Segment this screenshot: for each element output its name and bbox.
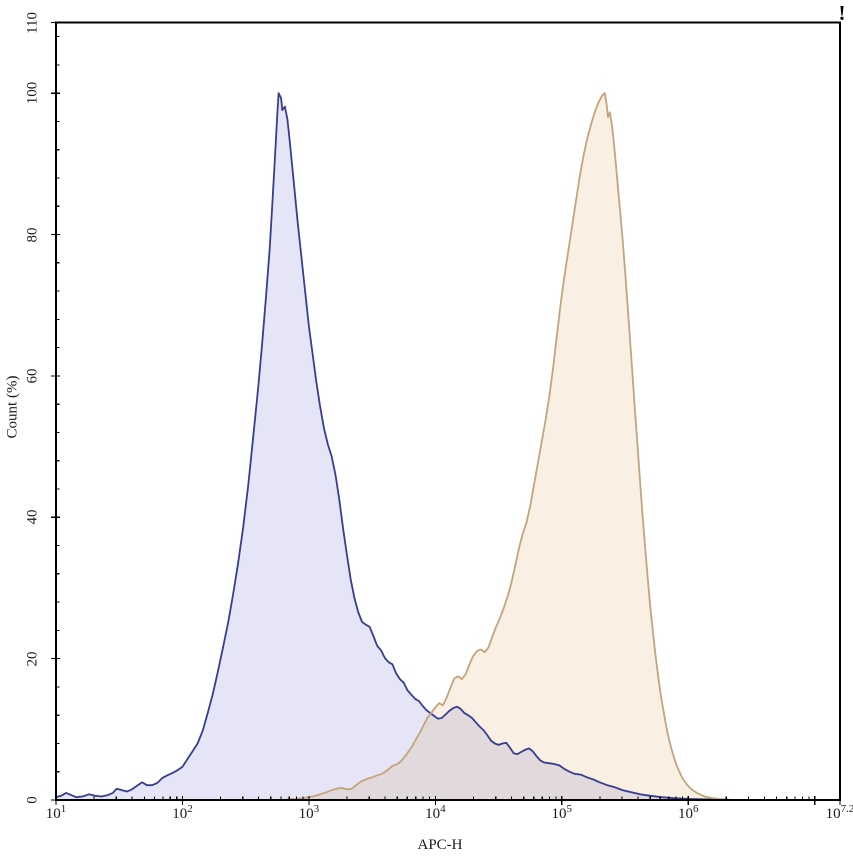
plot-frame <box>55 21 841 801</box>
x-tick-label-10e1: 101 <box>45 803 67 823</box>
orange-population-fill <box>286 93 739 800</box>
x-tick-label-10e7.2: 107.2 <box>825 803 853 823</box>
x-tick-label-10e4: 104 <box>425 803 446 823</box>
y-tick-label-60: 60 <box>24 368 41 384</box>
warning-indicator: ! <box>838 1 846 25</box>
x-tick-label-10e2: 102 <box>172 803 193 823</box>
y-tick-label-40: 40 <box>24 509 41 525</box>
y-tick-label-0: 0 <box>24 796 41 804</box>
y-tick-label-110: 110 <box>24 11 41 34</box>
blue-population-line <box>55 92 737 801</box>
y-axis-title: Count (%) <box>4 375 21 439</box>
y-tick-label-20: 20 <box>24 651 41 667</box>
x-tick-label-10e5: 105 <box>551 803 573 823</box>
y-tick-label-100: 100 <box>24 81 41 105</box>
y-tick-label-80: 80 <box>24 227 41 242</box>
x-axis-title: APC-H <box>417 837 463 853</box>
x-tick-label-10e6: 106 <box>678 803 699 823</box>
orange-population-line <box>286 92 739 801</box>
x-tick-label-10e3: 103 <box>298 803 320 823</box>
